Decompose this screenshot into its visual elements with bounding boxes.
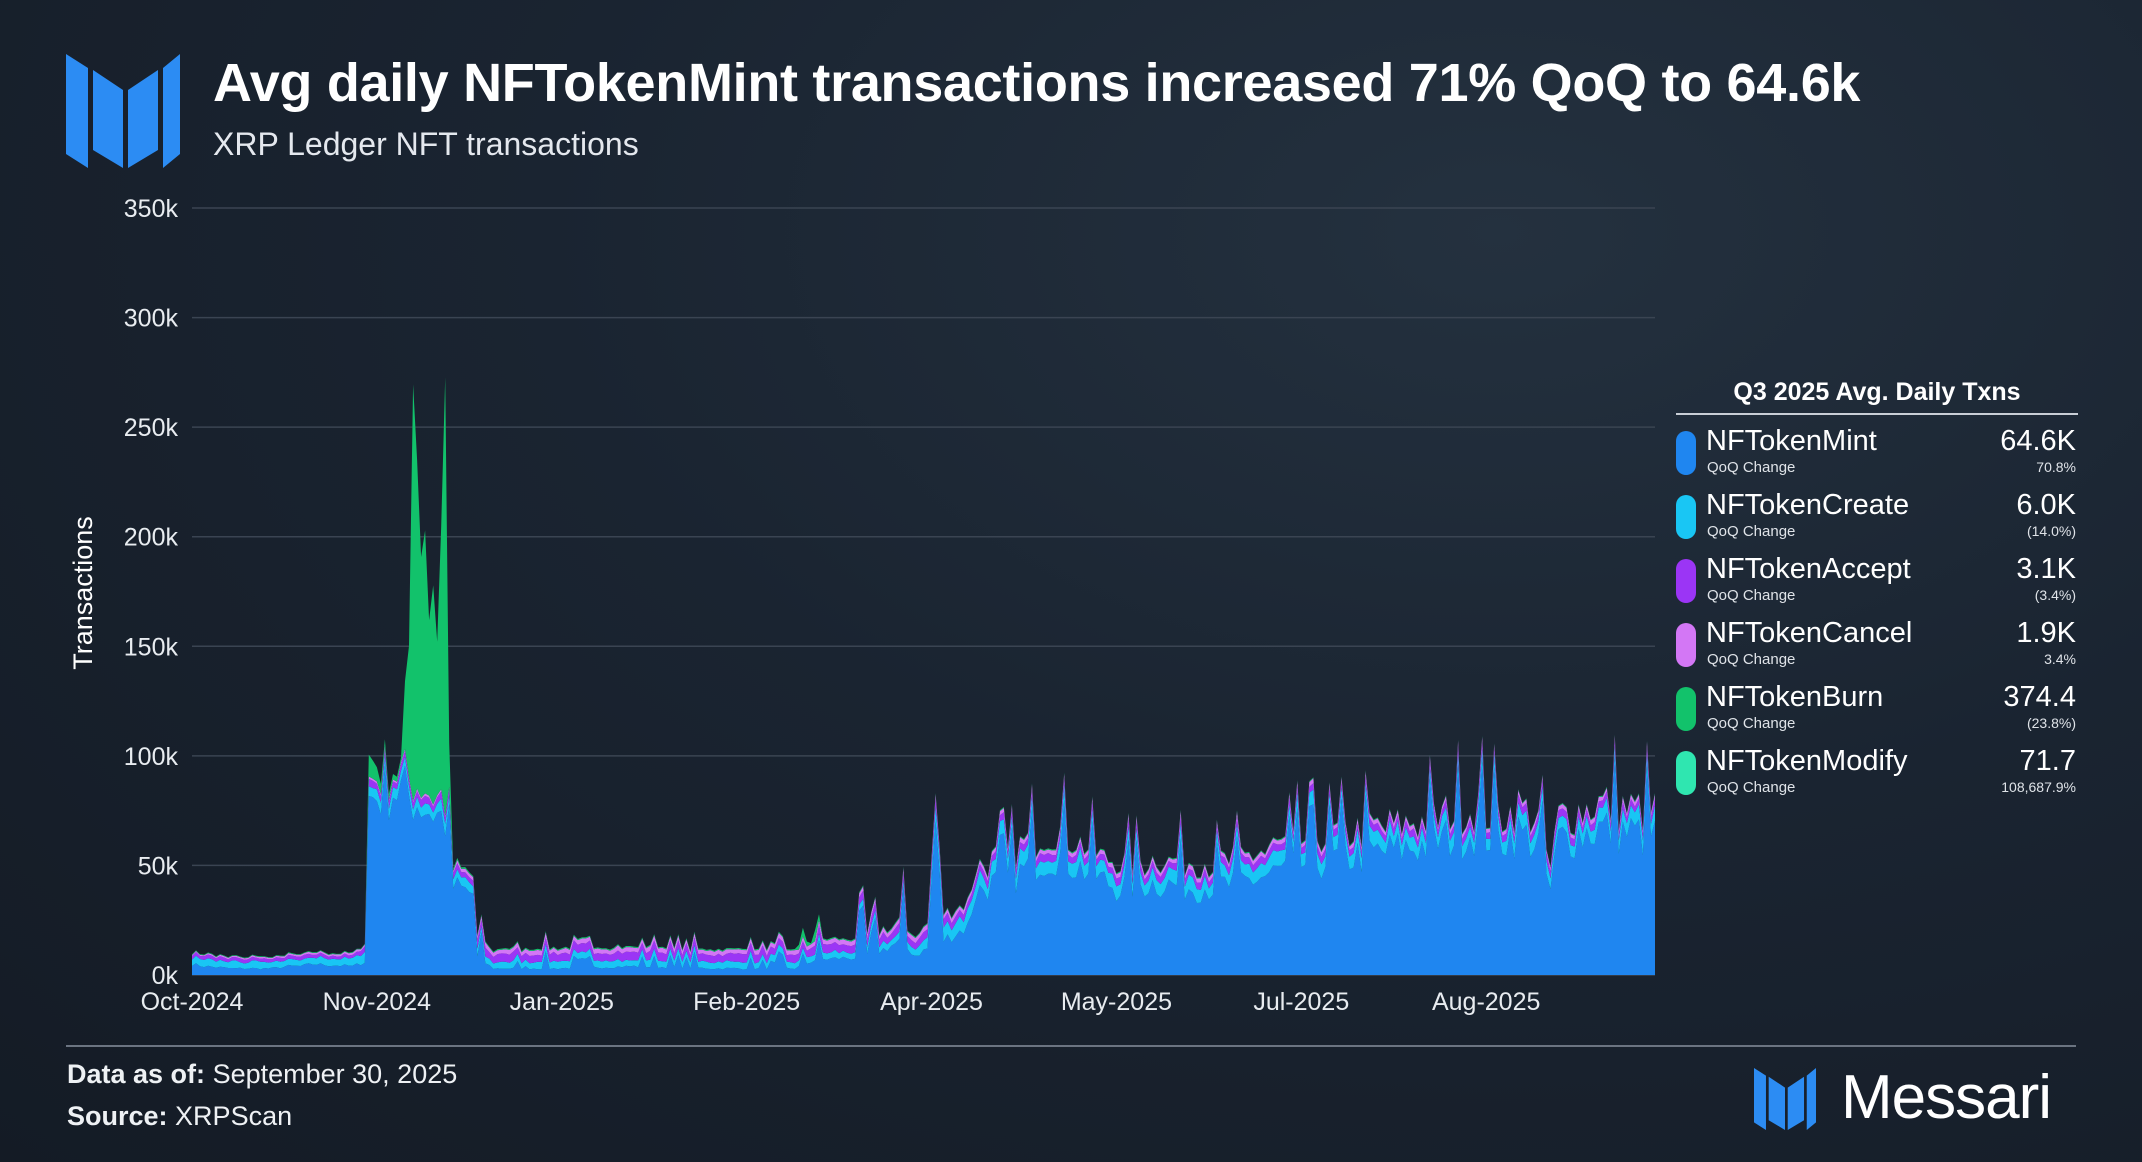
legend-name: NFTokenBurn [1706,681,1884,713]
data-as-of-value: September 30, 2025 [212,1059,458,1089]
x-tick-label: Aug-2025 [1432,988,1540,1016]
messari-brand-icon [1754,1068,1816,1130]
legend-item-nftokenmint: NFTokenMint QoQ Change 64.6K 70.8% [1672,415,2078,479]
x-tick-label: May-2025 [1061,988,1172,1016]
legend-value: 71.7 [2019,745,2076,777]
legend-sublabel: QoQ Change [1707,459,1796,476]
legend-item-nftokenaccept: NFTokenAccept QoQ Change 3.1K (3.4%) [1672,543,2078,607]
chart-legend: Q3 2025 Avg. Daily Txns NFTokenMint QoQ … [1672,378,2078,799]
legend-value: 1.9K [2016,617,2076,649]
legend-sublabel: QoQ Change [1707,779,1796,796]
legend-name: NFTokenMint [1706,425,1877,457]
legend-item-nftokencancel: NFTokenCancel QoQ Change 1.9K 3.4% [1672,607,2078,671]
page-subtitle: XRP Ledger NFT transactions [213,126,639,162]
legend-swatch-cancel [1676,623,1696,667]
legend-item-nftokenburn: NFTokenBurn QoQ Change 374.4 (23.8%) [1672,671,2078,735]
legend-sublabel: QoQ Change [1707,715,1796,732]
chart-areas [192,377,1655,975]
legend-name: NFTokenModify [1706,745,1908,777]
y-tick-label: 0k [152,962,179,990]
legend-swatch-burn [1676,687,1696,731]
source: Source: XRPScan [67,1101,292,1132]
y-tick-label: 100k [124,743,179,771]
legend-item-nftokenmodify: NFTokenModify QoQ Change 71.7 108,687.9% [1672,735,2078,799]
source-label: Source: [67,1101,168,1131]
y-tick-label: 300k [124,305,179,333]
legend-change: (23.8%) [2026,715,2076,731]
source-value: XRPScan [175,1101,293,1131]
legend-name: NFTokenCancel [1706,617,1913,649]
y-axis-ticks: 0k 50k 100k 150k 200k 250k 300k 350k [124,195,179,990]
legend-value: 6.0K [2016,489,2076,521]
x-tick-label: Apr-2025 [880,988,983,1016]
brand-name: Messari [1841,1063,2052,1132]
legend-swatch-create [1676,495,1696,539]
legend-swatch-modify [1676,751,1696,795]
legend-name: NFTokenCreate [1706,489,1910,521]
legend-swatch-accept [1676,559,1696,603]
y-tick-label: 250k [124,414,179,442]
legend-change: 3.4% [2044,651,2076,667]
legend-change: 108,687.9% [2001,779,2076,795]
legend-item-nftokencreate: NFTokenCreate QoQ Change 6.0K (14.0%) [1672,479,2078,543]
y-axis-label: Transactions [68,516,98,670]
y-tick-label: 200k [124,524,179,552]
x-axis-ticks: Oct-2024 Nov-2024 Jan-2025 Feb-2025 Apr-2025… [141,988,1541,1016]
legend-sublabel: QoQ Change [1707,651,1796,668]
messari-logo-icon [66,54,180,168]
y-tick-label: 350k [124,195,179,223]
legend-change: 70.8% [2036,459,2076,475]
legend-change: (14.0%) [2026,523,2076,539]
x-tick-label: Nov-2024 [323,988,431,1016]
x-tick-label: Feb-2025 [693,988,800,1016]
legend-sublabel: QoQ Change [1707,523,1796,540]
legend-title: Q3 2025 Avg. Daily Txns [1676,378,2078,415]
legend-items: NFTokenMint QoQ Change 64.6K 70.8% NFTok… [1672,415,2078,799]
legend-change: (3.4%) [2034,587,2076,603]
page-title: Avg daily NFTokenMint transactions incre… [213,53,1861,113]
x-tick-label: Jul-2025 [1253,988,1349,1016]
x-tick-label: Jan-2025 [510,988,614,1016]
legend-value: 374.4 [2003,681,2076,713]
legend-value: 3.1K [2016,553,2076,585]
data-as-of-label: Data as of: [67,1059,206,1089]
area-nftokenmint [192,758,1655,975]
footer-divider [66,1045,2076,1047]
legend-name: NFTokenAccept [1706,553,1911,585]
y-tick-label: 150k [124,633,179,661]
legend-sublabel: QoQ Change [1707,587,1796,604]
x-tick-label: Oct-2024 [141,988,244,1016]
y-tick-label: 50k [138,852,179,880]
legend-swatch-mint [1676,431,1696,475]
legend-value: 64.6K [2000,425,2076,457]
data-as-of: Data as of: September 30, 2025 [67,1059,457,1090]
